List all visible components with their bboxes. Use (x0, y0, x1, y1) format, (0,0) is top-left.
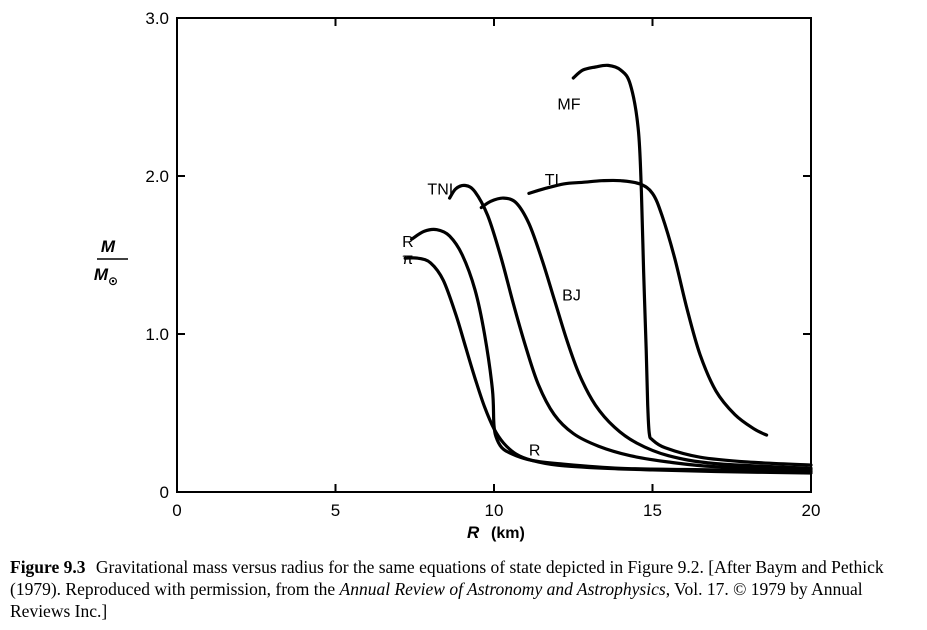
annotation-label: R (529, 442, 541, 459)
x-tick-label: 0 (172, 501, 181, 520)
y-axis-label-numerator: M (101, 237, 116, 256)
series-line (479, 196, 813, 470)
series-label: BJ (562, 288, 581, 305)
series-line (527, 178, 769, 437)
x-axis-label-symbol: R (467, 523, 480, 542)
caption-text-end: , Vol. 17. © 1979 by Annual Reviews Inc.… (10, 579, 863, 621)
x-axis-label-unit: (km) (491, 525, 525, 542)
y-axis-label: M M⊙ (94, 237, 128, 288)
series-label: MF (557, 96, 580, 113)
y-tick-label: 2.0 (145, 167, 169, 186)
caption-journal: Annual Review of Astronomy and Astrophys… (339, 579, 666, 599)
series-line (410, 227, 813, 474)
series-line (571, 63, 813, 467)
series-line (403, 256, 813, 475)
x-axis-label: R (km) (467, 523, 525, 542)
caption-text: Gravitational mass versus radius for the… (10, 557, 884, 599)
series-label: TNI (427, 182, 453, 199)
x-tick-label: 15 (643, 501, 662, 520)
series-lines (403, 63, 813, 475)
x-tick-label: 5 (331, 501, 340, 520)
y-tick-label: 3.0 (145, 9, 169, 28)
series-label: π (402, 251, 413, 268)
series-line (448, 183, 813, 472)
figure-caption: Figure 9.3 Gravitational mass versus rad… (10, 556, 920, 622)
axis-ticks (176, 17, 812, 493)
axis-tick-labels: 0 5 10 15 20 0 1.0 2.0 3.0 (145, 9, 820, 520)
series-label: R (402, 234, 414, 251)
y-axis-label-denominator: M⊙ (94, 265, 118, 288)
y-tick-label: 0 (160, 483, 169, 502)
figure-label: Figure 9.3 (10, 557, 86, 577)
x-tick-label: 20 (802, 501, 821, 520)
x-tick-label: 10 (485, 501, 504, 520)
y-tick-label: 1.0 (145, 325, 169, 344)
series-label: TI (545, 172, 559, 189)
